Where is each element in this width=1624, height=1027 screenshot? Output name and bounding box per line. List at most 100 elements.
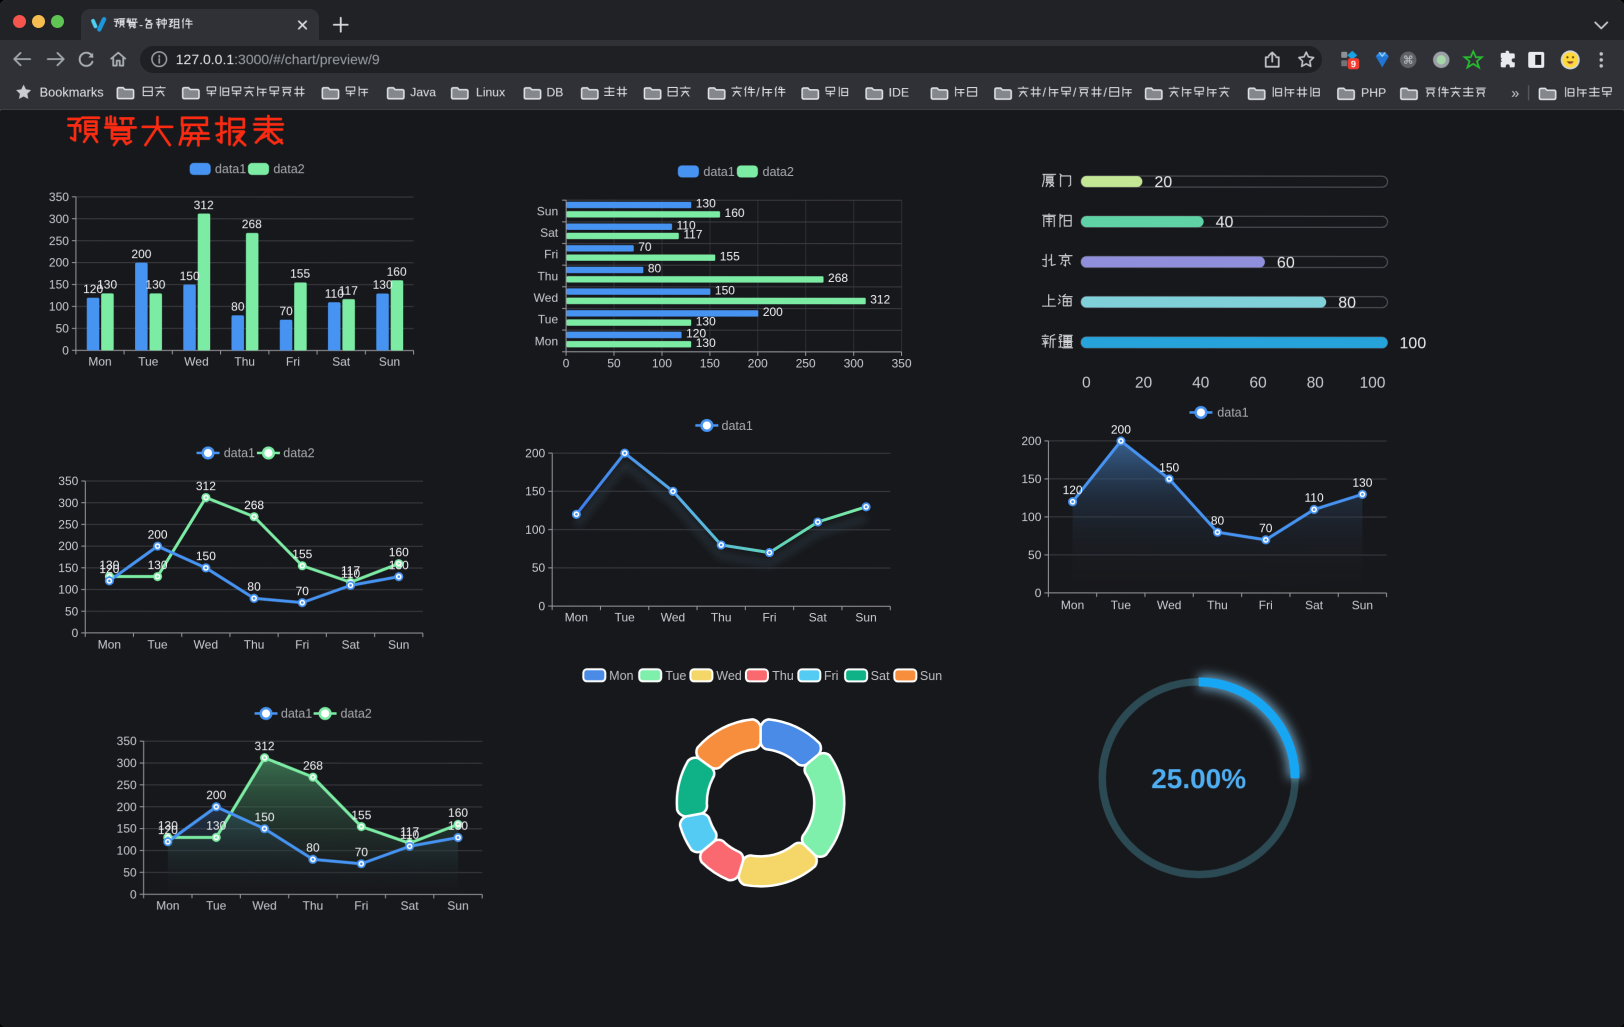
svg-text:312: 312 <box>194 198 214 212</box>
svg-text:117: 117 <box>683 228 702 242</box>
svg-text:120: 120 <box>83 282 103 296</box>
svg-text:200: 200 <box>49 256 69 270</box>
svg-text:Mon: Mon <box>88 355 111 369</box>
svg-text:data1: data1 <box>224 446 255 460</box>
svg-text:200: 200 <box>58 539 78 553</box>
svg-text:100: 100 <box>49 300 69 314</box>
svg-text:60: 60 <box>1249 375 1267 392</box>
svg-text:data2: data2 <box>283 446 314 460</box>
svg-text:110: 110 <box>341 567 360 581</box>
svg-text:200: 200 <box>525 446 545 460</box>
svg-text:120: 120 <box>158 823 178 837</box>
svg-text:130: 130 <box>148 558 168 572</box>
svg-text:Thu: Thu <box>537 269 558 283</box>
svg-text:Mon: Mon <box>609 669 633 683</box>
svg-text:Tue: Tue <box>538 312 559 326</box>
svg-text:Sat: Sat <box>401 899 420 913</box>
svg-text:130: 130 <box>206 819 226 833</box>
svg-text:Sat: Sat <box>871 669 890 683</box>
svg-text:data1: data1 <box>1217 406 1248 420</box>
svg-text:Mon: Mon <box>98 637 121 651</box>
svg-text:200: 200 <box>148 528 168 542</box>
svg-text:110: 110 <box>400 828 419 842</box>
svg-text:Fri: Fri <box>544 247 558 261</box>
svg-text:150: 150 <box>1021 472 1041 486</box>
svg-text:Tue: Tue <box>147 637 168 651</box>
svg-text:data2: data2 <box>273 162 304 176</box>
svg-text:0: 0 <box>1082 375 1091 392</box>
svg-text:50: 50 <box>56 322 70 336</box>
svg-text:70: 70 <box>296 584 310 598</box>
svg-text:160: 160 <box>448 806 468 820</box>
svg-text:Tue: Tue <box>615 611 636 625</box>
svg-text:268: 268 <box>828 271 848 285</box>
svg-text:Mon: Mon <box>1061 598 1084 612</box>
svg-text:/: / <box>1043 86 1047 100</box>
svg-text:155: 155 <box>290 267 310 281</box>
svg-text:data1: data1 <box>722 419 753 433</box>
svg-text:Wed: Wed <box>252 899 276 913</box>
svg-text:data2: data2 <box>340 707 371 721</box>
svg-text:Mon: Mon <box>565 611 588 625</box>
svg-text:80: 80 <box>1338 295 1356 312</box>
svg-text:130: 130 <box>373 278 393 292</box>
svg-text:130: 130 <box>389 558 409 572</box>
svg-text:data1: data1 <box>215 162 246 176</box>
svg-text:/: / <box>1073 86 1077 100</box>
svg-text:150: 150 <box>1159 460 1179 474</box>
svg-text:250: 250 <box>796 356 816 370</box>
svg-text:150: 150 <box>715 283 735 297</box>
svg-text:100: 100 <box>525 523 545 537</box>
svg-text:350: 350 <box>49 190 69 204</box>
svg-text:Mon: Mon <box>156 899 179 913</box>
svg-text:Bookmarks: Bookmarks <box>40 85 104 100</box>
svg-text:60: 60 <box>1277 255 1295 272</box>
svg-text:40: 40 <box>1216 214 1234 231</box>
svg-text:130: 130 <box>696 197 716 211</box>
svg-text:50: 50 <box>123 866 137 880</box>
svg-text:0: 0 <box>72 626 79 640</box>
svg-text:300: 300 <box>58 496 78 510</box>
svg-text:268: 268 <box>242 217 262 231</box>
svg-text:Sat: Sat <box>540 226 559 240</box>
svg-text:Thu: Thu <box>234 355 255 369</box>
svg-text:130: 130 <box>448 819 468 833</box>
svg-text:312: 312 <box>255 739 275 753</box>
svg-text:200: 200 <box>131 247 151 261</box>
svg-text:/: / <box>756 86 760 100</box>
svg-text:80: 80 <box>1307 375 1325 392</box>
svg-text:Wed: Wed <box>716 669 742 683</box>
svg-text:data1: data1 <box>703 165 734 179</box>
svg-text:Tue: Tue <box>138 355 159 369</box>
svg-text:130: 130 <box>158 819 178 833</box>
svg-text:100: 100 <box>58 583 78 597</box>
svg-text:Thu: Thu <box>772 669 794 683</box>
svg-text:Tue: Tue <box>665 669 686 683</box>
svg-text:Linux: Linux <box>476 85 505 99</box>
svg-text:350: 350 <box>892 356 912 370</box>
svg-text:0: 0 <box>563 356 570 370</box>
svg-text:data1: data1 <box>281 707 312 721</box>
svg-text:130: 130 <box>696 336 716 350</box>
svg-text:data2: data2 <box>763 165 794 179</box>
svg-text:Sat: Sat <box>342 638 361 652</box>
svg-text:Sun: Sun <box>379 355 400 369</box>
svg-text:268: 268 <box>303 759 323 773</box>
svg-text:117: 117 <box>341 564 360 578</box>
svg-text:Sat: Sat <box>809 611 828 625</box>
svg-text:110: 110 <box>325 287 344 301</box>
svg-text:Fri: Fri <box>286 355 300 369</box>
svg-text:Tue: Tue <box>206 899 227 913</box>
svg-text:/: / <box>1103 86 1107 100</box>
svg-text:150: 150 <box>196 549 216 563</box>
svg-text:100: 100 <box>1021 510 1041 524</box>
svg-text:117: 117 <box>339 284 358 298</box>
svg-text:110: 110 <box>1305 491 1324 505</box>
svg-text:160: 160 <box>725 206 745 220</box>
svg-text:350: 350 <box>117 734 137 748</box>
svg-text:100: 100 <box>652 356 672 370</box>
svg-text:100: 100 <box>1399 335 1426 352</box>
svg-text:Sun: Sun <box>388 638 409 652</box>
svg-text:312: 312 <box>870 293 890 307</box>
svg-text:150: 150 <box>180 269 200 283</box>
